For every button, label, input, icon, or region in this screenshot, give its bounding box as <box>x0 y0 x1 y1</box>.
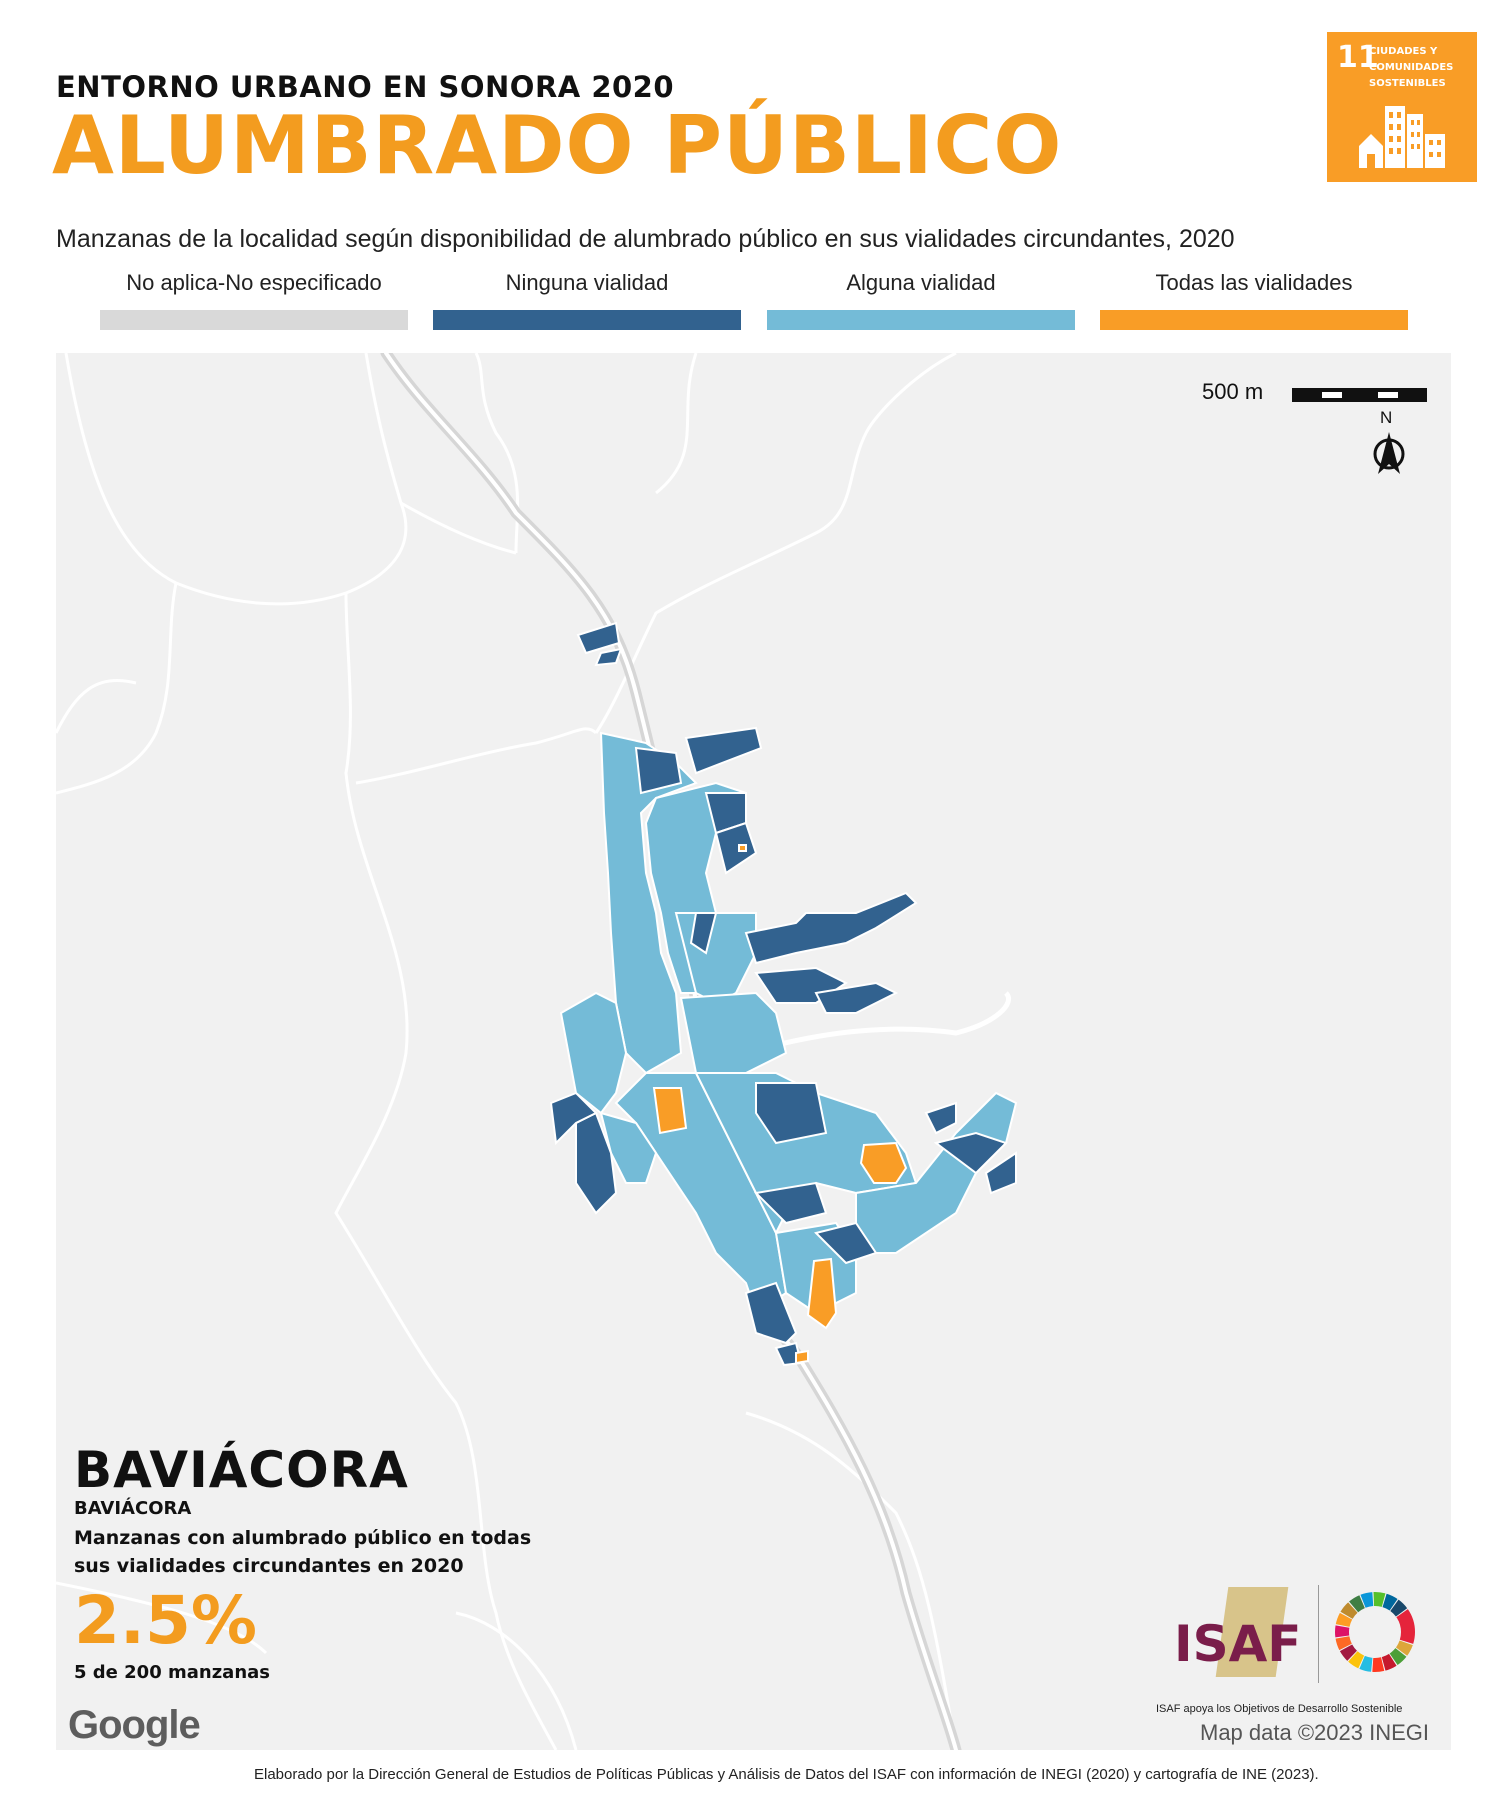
north-label: N <box>1380 408 1393 427</box>
map-base-layer <box>56 353 1018 1750</box>
stat-percentage: 2.5% <box>74 1582 258 1660</box>
sdg-11-badge: 11 CIUDADES Y COMUNIDADES SOSTENIBLES <box>1327 32 1477 182</box>
north-arrow-icon <box>1373 432 1405 474</box>
footer-credit: Elaborado por la Dirección General de Es… <box>254 1766 1319 1783</box>
stat-description: Manzanas con alumbrado público en todas … <box>74 1527 532 1577</box>
legend-item-ninguna: Ninguna vialidad <box>433 270 741 330</box>
legend-label: Alguna vialidad <box>846 270 996 295</box>
locality-summary: BAVIÁCORA BAVIÁCORA Manzanas con alumbra… <box>74 1441 554 1684</box>
map-canvas[interactable]: 500 m N BAVIÁCORA BAVIÁCORA Manzanas con… <box>56 353 1451 1750</box>
blocks-alguna <box>559 731 1018 1315</box>
isaf-tagline: ISAF apoya los Objetivos de Desarrollo S… <box>1156 1703 1403 1715</box>
city-buildings-icon <box>1359 106 1445 168</box>
isaf-logo: ISAF <box>1174 1615 1302 1673</box>
legend-label: No aplica-No especificado <box>126 270 382 295</box>
map-subtitle: Manzanas de la localidad según disponibi… <box>56 225 1235 253</box>
legend-item-alguna: Alguna vialidad <box>767 270 1075 330</box>
legend-swatch <box>767 310 1075 330</box>
sdg-number: 11 <box>1337 40 1379 75</box>
blocks-todas <box>652 844 908 1365</box>
sdg-label: CIUDADES Y COMUNIDADES SOSTENIBLES <box>1369 46 1454 89</box>
logos-block: ISAF <box>1156 1581 1446 1715</box>
google-logo: Google <box>68 1703 201 1747</box>
north-arrow: N <box>1366 408 1412 480</box>
legend-label: Todas las vialidades <box>1155 270 1353 295</box>
legend-swatch <box>1100 310 1408 330</box>
map-attribution: Map data ©2023 INEGI <box>1200 1720 1430 1745</box>
legend-swatch <box>100 310 408 330</box>
scale-label: 500 m <box>1202 379 1264 404</box>
municipality-name: BAVIÁCORA <box>74 1441 409 1499</box>
legend-swatch <box>433 310 741 330</box>
logo-divider <box>1318 1585 1319 1683</box>
blocks-ninguna <box>549 621 1017 1367</box>
legend-item-todas: Todas las vialidades <box>1100 270 1408 330</box>
locality-name: BAVIÁCORA <box>74 1498 192 1519</box>
scale-bar: 500 m <box>1202 379 1432 409</box>
page-title: ALUMBRADO PÚBLICO <box>52 99 1063 192</box>
kicker-title: ENTORNO URBANO EN SONORA 2020 <box>56 70 675 104</box>
stat-count: 5 de 200 manzanas <box>74 1662 271 1684</box>
scale-ruler-icon <box>1292 388 1427 402</box>
legend: No aplica-No especificado Ninguna vialid… <box>0 270 1500 330</box>
sdg-wheel-icon <box>1335 1592 1415 1672</box>
legend-label: Ninguna vialidad <box>505 270 669 295</box>
legend-item-no-aplica: No aplica-No especificado <box>100 270 408 330</box>
